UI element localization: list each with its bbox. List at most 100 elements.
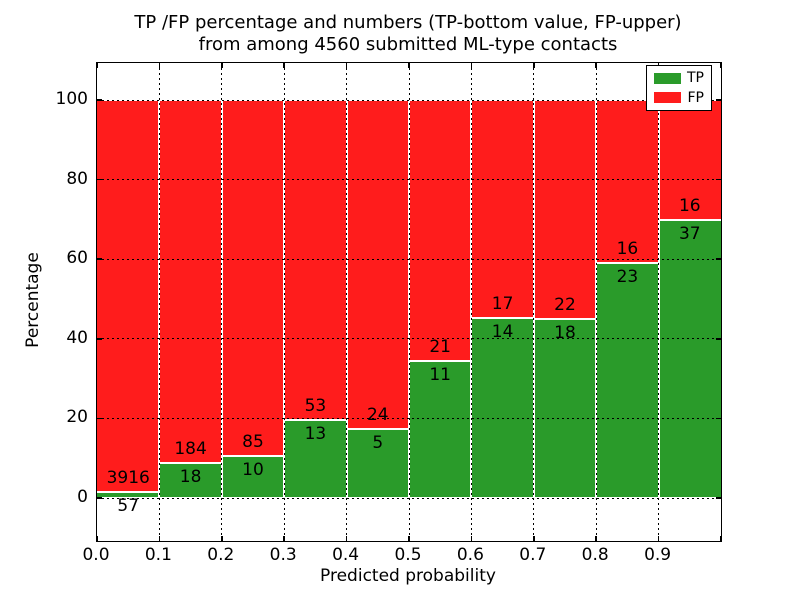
bar-count-label-tp: 18 [554,322,576,343]
x-tick-label: 0.5 [394,545,422,565]
x-tick-mark [657,536,660,541]
x-tick-mark [408,536,410,541]
bar-edge [221,455,285,458]
chart-title-line1: TP /FP percentage and numbers (TP-bottom… [134,12,682,33]
bar-segment-fp [284,100,347,420]
gridline-horizontal [97,258,721,260]
x-tick-mark [345,63,348,68]
gridline-vertical [283,63,285,541]
x-tick-mark [720,63,722,68]
bar-count-label-fp: 17 [491,294,514,315]
bar-edge [346,428,409,431]
y-tick-mark [97,417,102,420]
bar-edge [409,360,472,363]
x-tick-mark [408,63,410,68]
x-tick-mark [221,536,223,541]
x-tick-label: 0.3 [269,545,297,565]
bar-edge [596,262,659,265]
bar-count-label-fp: 16 [616,239,639,260]
bar-count-label-fp: 22 [554,294,576,315]
bar-count-label-fp: 21 [429,337,451,358]
legend-item-tp: TP [654,70,704,86]
x-tick-label: 0.2 [207,545,235,565]
y-tick-mark [716,99,721,101]
bar-count-label-tp: 57 [117,496,140,517]
bar-count-label-fp: 3916 [106,468,150,489]
bar-count-label-fp: 184 [174,438,207,459]
bar-segment-tp [471,318,534,498]
bar-count-label-tp: 37 [678,224,701,245]
tp-swatch-icon [654,72,681,84]
y-tick-mark [716,178,721,181]
bar-segment-tp [533,318,597,498]
x-tick-mark [96,63,98,68]
bar-edge [97,491,160,494]
gridline-vertical [158,63,160,541]
gridline-vertical [408,63,410,541]
bar-edge [159,461,222,464]
x-tick-mark [533,63,535,68]
bar-edge [533,317,597,320]
bar-count-label-fp: 53 [304,395,327,416]
bar-segment-tp [409,361,472,498]
gridline-horizontal [97,338,721,340]
x-tick-mark [470,536,473,541]
x-tick-mark [470,63,473,68]
y-tick-label: 0 [77,487,88,507]
bar-segment-fp [658,100,721,221]
bar-segment-fp [346,100,409,430]
y-tick-label: 60 [66,248,88,269]
y-tick-mark [716,497,721,499]
x-tick-mark [595,63,597,68]
x-tick-label: 0.9 [644,545,672,565]
bar-segment-fp [596,100,659,264]
bar-segment-fp [221,100,285,457]
y-tick-mark [716,258,721,260]
bar-edge [658,219,721,222]
bar-count-label-fp: 24 [366,405,389,426]
x-tick-label: 0.0 [82,545,110,565]
bar-segment-fp [533,100,597,319]
bar-count-label-tp: 11 [429,365,451,386]
bar-segment-fp [97,100,160,493]
plot-area: TP FP 3916 57 184 18 85 10 53 13 24 5 21 11 17 14 22 18… [96,62,722,542]
bar-segment-tp [346,429,409,498]
gridline-horizontal [97,417,721,419]
bar-segment-tp [97,492,160,498]
x-tick-mark [283,536,285,541]
x-tick-mark [595,536,597,541]
legend-label-tp: TP [687,70,704,87]
bar-count-label-tp: 5 [372,433,384,454]
bar-count-label-tp: 23 [616,267,639,288]
x-tick-mark [533,536,535,541]
y-tick-label: 20 [66,407,88,428]
gridline-vertical [595,63,597,541]
gridline-horizontal [97,99,721,101]
legend-label-fp: FP [687,89,705,106]
bar-segment-tp [596,263,659,498]
bar-segment-tp [658,220,721,498]
bar-count-label-fp: 85 [242,432,264,453]
y-tick-label: 100 [55,89,88,109]
bar-count-label-tp: 13 [304,423,327,444]
y-tick-mark [716,338,721,340]
gridline-horizontal [97,179,721,181]
x-tick-label: 0.1 [144,545,172,565]
gridline-vertical [533,63,535,541]
x-axis-label: Predicted probability [320,566,496,586]
y-tick-mark [97,99,102,101]
y-tick-mark [97,178,102,181]
y-axis-label: Percentage [23,252,43,348]
x-tick-label: 0.6 [456,545,484,565]
x-tick-mark [720,536,722,541]
y-tick-label: 80 [66,168,88,189]
bar-count-label-tp: 14 [491,322,514,343]
x-tick-mark [158,63,161,68]
bar-segment-fp [159,100,222,463]
y-tick-mark [716,417,721,420]
gridline-vertical [658,63,660,541]
x-tick-mark [283,63,285,68]
x-tick-label: 0.4 [332,545,360,565]
y-tick-label: 40 [66,327,88,348]
